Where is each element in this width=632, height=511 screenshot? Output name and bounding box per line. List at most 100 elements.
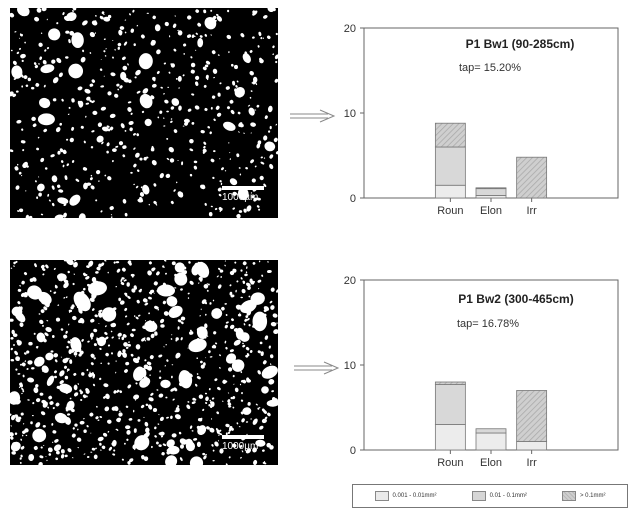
pore-speck	[14, 350, 18, 356]
pore-speck	[224, 264, 226, 267]
pore-speck	[276, 289, 278, 293]
pore-speck	[46, 459, 48, 462]
pore-speck	[162, 300, 167, 305]
pore-speck	[170, 338, 173, 340]
pore-speck	[182, 74, 185, 77]
pore-speck	[203, 141, 207, 145]
pore-speck	[179, 457, 183, 462]
pore-speck	[158, 414, 160, 416]
pore-speck	[31, 414, 34, 417]
pore-speck	[157, 308, 160, 311]
pore-speck	[245, 271, 248, 274]
pore-speck	[175, 407, 180, 413]
pore-speck	[139, 93, 153, 109]
pore-speck	[112, 56, 114, 59]
pore-speck	[194, 105, 200, 110]
pore-speck	[245, 354, 249, 358]
pore-speck	[68, 309, 73, 313]
pore-speck	[119, 26, 125, 30]
pore-speck	[257, 350, 261, 354]
pore-speck	[262, 462, 267, 465]
pore-speck	[61, 98, 64, 102]
pore-speck	[225, 314, 228, 316]
pore-speck	[163, 311, 169, 316]
pore-speck	[88, 260, 94, 267]
pore-speck	[200, 184, 206, 190]
pore-speck	[68, 39, 71, 44]
scale-label: 1000µm	[222, 441, 259, 452]
pore-speck	[179, 444, 185, 449]
pore-speck	[219, 158, 221, 160]
pore-speck	[169, 463, 171, 465]
pore-speck	[101, 11, 105, 15]
pore-speck	[151, 160, 157, 166]
pore-speck	[101, 307, 117, 322]
pore-speck	[141, 110, 145, 114]
pore-speck	[258, 288, 260, 290]
pore-speck	[249, 96, 252, 99]
pore-speck	[128, 418, 133, 421]
y-tick-label: 0	[350, 193, 356, 205]
pore-speck	[144, 359, 147, 362]
pore-speck	[11, 451, 16, 455]
pore-speck	[202, 452, 206, 456]
pore-speck	[235, 289, 237, 293]
pore-speck	[136, 90, 141, 94]
pore-speck	[51, 175, 58, 183]
pore-speck	[92, 110, 98, 116]
pore-speck	[196, 326, 208, 340]
pore-speck	[163, 260, 167, 262]
pore-speck	[153, 281, 158, 286]
pore-speck	[228, 405, 232, 408]
pore-speck	[195, 261, 210, 278]
pore-speck	[275, 151, 278, 155]
pore-speck	[63, 334, 68, 339]
pore-speck	[274, 78, 278, 83]
pore-speck	[258, 315, 263, 320]
pore-speck	[40, 446, 43, 449]
pore-speck	[196, 357, 199, 359]
pore-speck	[90, 337, 93, 340]
pore-speck	[187, 15, 192, 20]
pore-speck	[212, 459, 215, 462]
pore-speck	[229, 324, 235, 330]
pore-speck	[124, 19, 127, 21]
pore-speck	[227, 399, 231, 403]
pore-speck	[178, 87, 180, 89]
pore-speck	[110, 214, 113, 216]
pore-speck	[98, 309, 103, 313]
pore-speck	[259, 341, 263, 345]
pore-speck	[177, 191, 184, 198]
pore-speck	[275, 60, 278, 64]
pore-speck	[242, 53, 251, 64]
pore-speck	[118, 297, 122, 302]
pore-speck	[126, 430, 131, 435]
pore-speck	[39, 319, 44, 325]
pore-speck	[65, 296, 68, 299]
pore-speck	[233, 383, 235, 385]
pore-speck	[114, 93, 119, 98]
pore-speck	[125, 405, 129, 408]
pore-speck	[200, 261, 204, 265]
pore-speck	[44, 332, 49, 337]
pore-speck	[111, 336, 114, 339]
pore-speck	[67, 448, 72, 453]
pore-speck	[250, 90, 253, 92]
pore-speck	[262, 37, 265, 39]
pore-speck	[82, 394, 87, 399]
pore-speck	[107, 14, 112, 19]
pore-speck	[180, 321, 184, 325]
pore-speck	[270, 363, 272, 366]
pore-speck	[123, 442, 126, 445]
bar-segment	[475, 188, 507, 196]
pore-speck	[134, 76, 137, 79]
pore-speck	[236, 213, 241, 218]
pore-speck	[64, 375, 69, 380]
pore-speck	[126, 438, 129, 441]
pore-speck	[86, 395, 88, 398]
pore-speck	[195, 9, 200, 13]
pore-speck	[112, 148, 117, 153]
pore-speck	[180, 31, 183, 34]
pore-speck	[119, 300, 125, 305]
pore-speck	[233, 328, 239, 332]
